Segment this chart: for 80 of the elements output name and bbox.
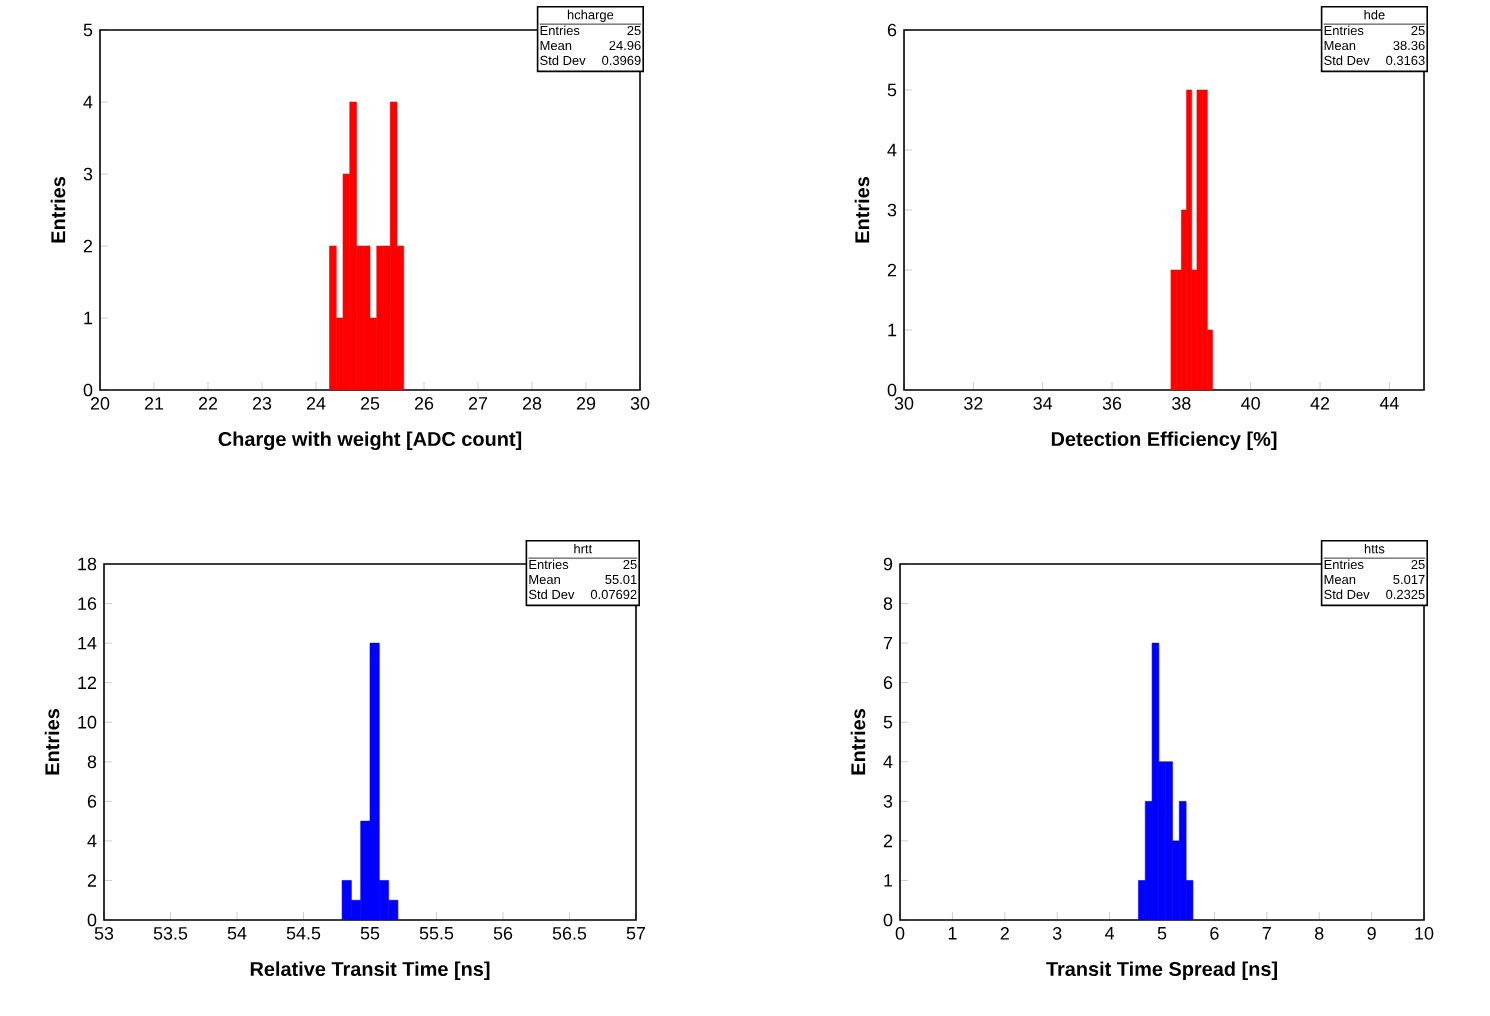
y-tick-label: 0 xyxy=(883,913,893,927)
y-tick-label: 2 xyxy=(83,239,93,253)
x-tick-label: 36 xyxy=(1102,397,1122,410)
y-tick-label: 10 xyxy=(78,715,97,729)
x-tick-label: 9 xyxy=(1367,927,1376,940)
y-tick-label: 12 xyxy=(78,676,97,689)
x-tick-label: 53 xyxy=(94,927,114,940)
x-tick-label: 56.5 xyxy=(552,927,587,940)
x-tick-label: 38 xyxy=(1172,397,1191,410)
y-axis-title: Entries xyxy=(44,709,60,775)
x-axis-title: Transit Time Spread [ns] xyxy=(1046,961,1277,980)
y-tick-label: 1 xyxy=(888,323,897,337)
y-tick-label: 8 xyxy=(883,597,893,610)
y-tick-label: 3 xyxy=(883,794,893,808)
y-tick-label: 6 xyxy=(883,676,893,690)
y-tick-label: 16 xyxy=(78,597,97,610)
y-tick-label: 7 xyxy=(883,636,893,650)
x-tick-label: 54 xyxy=(227,927,247,940)
x-tick-label: 56 xyxy=(493,927,513,940)
y-tick-label: 3 xyxy=(887,203,897,217)
y-tick-label: 18 xyxy=(78,557,97,571)
x-tick-label: 3 xyxy=(1052,927,1062,940)
x-tick-label: 28 xyxy=(522,397,542,410)
x-tick-label: 2 xyxy=(1000,927,1009,940)
x-tick-label: 27 xyxy=(468,397,488,410)
y-tick-label: 2 xyxy=(883,834,893,848)
x-tick-label: 5 xyxy=(1157,927,1167,940)
y-tick-label: 5 xyxy=(83,23,93,37)
y-tick-label: 8 xyxy=(87,755,97,769)
y-tick-label: 6 xyxy=(887,23,897,37)
y-axis-title: Entries xyxy=(50,177,66,243)
x-axis-title: Charge with weight [ADC count] xyxy=(218,431,522,451)
x-tick-label: 54.5 xyxy=(286,927,321,940)
y-tick-label: 5 xyxy=(887,83,897,97)
x-tick-label: 29 xyxy=(576,397,596,410)
x-tick-label: 20 xyxy=(90,397,110,410)
y-axis-title: Entries xyxy=(850,709,866,775)
x-tick-label: 1 xyxy=(948,927,957,940)
x-tick-label: 30 xyxy=(894,397,914,410)
x-axis-title: Relative Transit Time [ns] xyxy=(250,961,490,980)
x-tick-label: 55.5 xyxy=(419,927,454,940)
x-axis-title: Detection Efficiency [%] xyxy=(1051,431,1277,450)
y-tick-label: 3 xyxy=(83,167,93,181)
y-axis-title: Entries xyxy=(854,177,870,243)
y-tick-label: 14 xyxy=(78,636,97,650)
x-tick-label: 40 xyxy=(1241,397,1260,410)
x-tick-label: 57 xyxy=(626,927,646,940)
y-tick-label: 4 xyxy=(87,834,97,848)
x-tick-label: 4 xyxy=(1105,927,1115,940)
x-tick-label: 21 xyxy=(144,397,164,410)
x-tick-label: 53.5 xyxy=(153,927,188,940)
x-tick-label: 24 xyxy=(306,397,326,410)
y-tick-label: 0 xyxy=(87,913,97,927)
x-tick-label: 0 xyxy=(895,927,905,940)
y-tick-label: 4 xyxy=(887,143,897,157)
y-tick-label: 6 xyxy=(87,794,97,808)
y-tick-label: 0 xyxy=(887,383,897,397)
x-tick-label: 32 xyxy=(964,397,983,410)
y-tick-label: 1 xyxy=(884,874,893,887)
y-tick-label: 2 xyxy=(87,874,97,887)
x-tick-label: 6 xyxy=(1210,927,1219,940)
x-tick-label: 8 xyxy=(1315,927,1324,940)
y-tick-label: 4 xyxy=(83,95,93,109)
x-tick-label: 10 xyxy=(1415,927,1434,940)
x-tick-label: 26 xyxy=(414,397,434,410)
y-tick-label: 4 xyxy=(883,755,893,768)
x-tick-label: 44 xyxy=(1379,397,1399,410)
y-tick-label: 9 xyxy=(883,557,893,571)
y-tick-label: 1 xyxy=(84,311,93,325)
x-tick-label: 55 xyxy=(360,927,380,940)
x-tick-label: 23 xyxy=(252,397,272,410)
x-tick-label: 42 xyxy=(1310,397,1330,410)
x-tick-label: 34 xyxy=(1033,397,1053,410)
x-tick-label: 30 xyxy=(630,397,650,410)
y-tick-label: 5 xyxy=(883,715,893,729)
y-tick-label: 2 xyxy=(887,263,897,277)
x-tick-label: 22 xyxy=(198,397,218,410)
x-tick-label: 7 xyxy=(1262,927,1271,940)
x-tick-label: 25 xyxy=(360,397,380,410)
y-tick-label: 0 xyxy=(83,383,93,397)
